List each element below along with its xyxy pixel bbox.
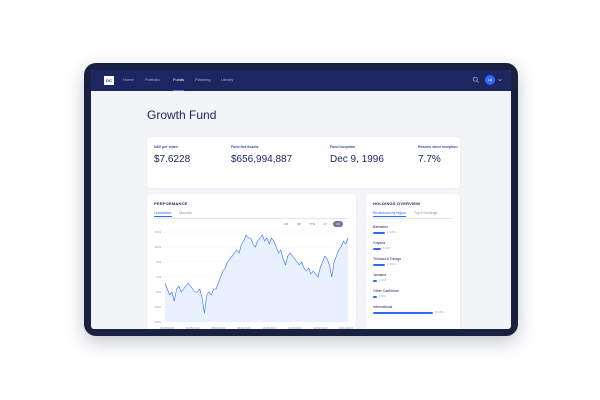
y-tick-label: -5% xyxy=(156,290,162,294)
kpi-label: Fund Net Assets xyxy=(231,145,259,149)
kpi-nav-per-share: NAV per share $7.6228 xyxy=(154,145,190,165)
region-bar-row: 60.00% xyxy=(373,311,443,314)
kpi-fund-inception: Fund Inception Dec 9, 1996 xyxy=(330,145,384,165)
region-name: Guyana xyxy=(373,241,386,245)
kpi-value: $7.6228 xyxy=(154,154,191,165)
top-navigation: DC Home Portfolio Funds Planning Library… xyxy=(91,70,511,91)
y-tick-label: 15% xyxy=(155,230,161,234)
region-percentage: 8.00% xyxy=(383,247,391,250)
range-all-button[interactable]: All xyxy=(333,221,343,227)
region-percentage: 4.00% xyxy=(379,295,387,298)
tab-divider xyxy=(373,217,453,218)
region-percentage: 12.00% xyxy=(387,231,396,234)
region-bar xyxy=(373,295,377,298)
list-item: Guyana 8.00% xyxy=(373,241,390,250)
performance-line xyxy=(164,234,349,314)
region-bar-row: 12.00% xyxy=(373,231,395,234)
kpi-label: NAV per share xyxy=(154,145,178,149)
performance-card: PERFORMANCE Cumulative Discrete 1M 3M YT… xyxy=(147,194,356,329)
kpi-label: Fund Inception xyxy=(330,145,356,149)
performance-area xyxy=(165,235,348,322)
region-name: Jamaica xyxy=(373,273,387,277)
x-tick-label: 01/05/2019 xyxy=(186,326,200,329)
kpi-returns-since-inception: Returns since inception 7.7% xyxy=(418,145,458,165)
y-tick-label: -10% xyxy=(154,305,161,309)
nav-item-planning[interactable]: Planning xyxy=(195,77,211,82)
region-bar xyxy=(373,311,433,314)
region-bar-row: 4.00% xyxy=(373,295,399,298)
tablet-frame: DC Home Portfolio Funds Planning Library… xyxy=(84,63,518,336)
performance-chart: 15% 10% 5% 0% -5% -10% -15% 01/08/2018 01/05/20… xyxy=(154,230,353,329)
region-percentage: 4.00% xyxy=(379,279,387,282)
tab-breakdown-by-region[interactable]: Breakdown by region xyxy=(373,211,406,217)
tab-top-5-holdings[interactable]: Top 5 Holdings xyxy=(414,211,438,215)
y-tick-label: 5% xyxy=(157,260,162,264)
list-item: Trinidad & Tobago 12.00% xyxy=(373,257,401,266)
tab-divider xyxy=(154,217,349,218)
nav-item-library[interactable]: Library xyxy=(221,77,234,82)
tab-discrete[interactable]: Discrete xyxy=(179,211,192,215)
x-tick-label: 11/05/2022 xyxy=(288,326,302,329)
nav-item-home[interactable]: Home xyxy=(123,77,134,82)
region-percentage: 12.00% xyxy=(387,263,396,266)
region-name: Other Caribbean xyxy=(373,289,399,293)
holdings-title: HOLDINGS OVERVIEW xyxy=(373,201,421,206)
kpi-fund-net-assets: Fund Net Assets $656,994,887 xyxy=(231,145,292,165)
region-bar xyxy=(373,279,377,282)
list-item: Other Caribbean 4.00% xyxy=(373,289,399,298)
region-bar-row: 8.00% xyxy=(373,247,390,250)
list-item: Barbados 12.00% xyxy=(373,225,395,234)
region-bar xyxy=(373,231,385,234)
holdings-card: HOLDINGS OVERVIEW Breakdown by region To… xyxy=(366,194,460,329)
range-3m-button[interactable]: 3M xyxy=(296,222,302,226)
x-tick-label: 11/08/2021 xyxy=(262,326,276,329)
nav-item-funds[interactable]: Funds xyxy=(173,77,185,91)
nav-item-portfolio[interactable]: Portfolio xyxy=(145,77,160,82)
kpi-value: Dec 9, 1996 xyxy=(330,154,384,165)
region-bar xyxy=(373,263,385,266)
kpi-value: $656,994,887 xyxy=(231,154,293,165)
kpi-value: 7.7% xyxy=(418,154,441,165)
range-1y-button[interactable]: 1Y xyxy=(323,222,327,226)
performance-title: PERFORMANCE xyxy=(154,201,188,206)
region-name: Trinidad & Tobago xyxy=(373,257,402,261)
chevron-down-icon[interactable] xyxy=(498,78,502,82)
list-item: Jamaica 4.00% xyxy=(373,273,386,282)
x-tick-label: 02/11/2023 xyxy=(339,326,353,329)
list-item: International 60.00% xyxy=(373,305,443,314)
page-title: Growth Fund xyxy=(147,108,217,122)
region-bar xyxy=(373,247,381,250)
y-tick-label: 0% xyxy=(157,275,162,279)
x-tick-label: 01/08/2018 xyxy=(160,326,174,329)
region-bar-row: 12.00% xyxy=(373,263,401,266)
tab-cumulative[interactable]: Cumulative xyxy=(154,211,172,217)
range-ytd-button[interactable]: YTD xyxy=(309,222,315,226)
avatar[interactable]: AM xyxy=(485,75,495,85)
region-percentage: 60.00% xyxy=(435,311,444,314)
range-1m-button[interactable]: 1M xyxy=(283,222,289,226)
y-tick-label: 10% xyxy=(155,245,161,249)
y-tick-label: -15% xyxy=(154,320,161,324)
app-logo[interactable]: DC xyxy=(104,76,114,85)
x-tick-label: 08/11/2020 xyxy=(237,326,251,329)
kpi-label: Returns since inception xyxy=(418,145,458,149)
search-icon[interactable] xyxy=(472,76,480,84)
x-tick-label: 02/02/2023 xyxy=(313,326,327,329)
region-bar-row: 4.00% xyxy=(373,279,386,282)
region-name: Barbados xyxy=(373,225,388,229)
kpi-card: NAV per share $7.6228 Fund Net Assets $6… xyxy=(147,137,460,188)
region-name: International xyxy=(373,305,393,309)
x-tick-label: 08/02/2020 xyxy=(211,326,225,329)
app-screen: DC Home Portfolio Funds Planning Library… xyxy=(91,70,511,329)
